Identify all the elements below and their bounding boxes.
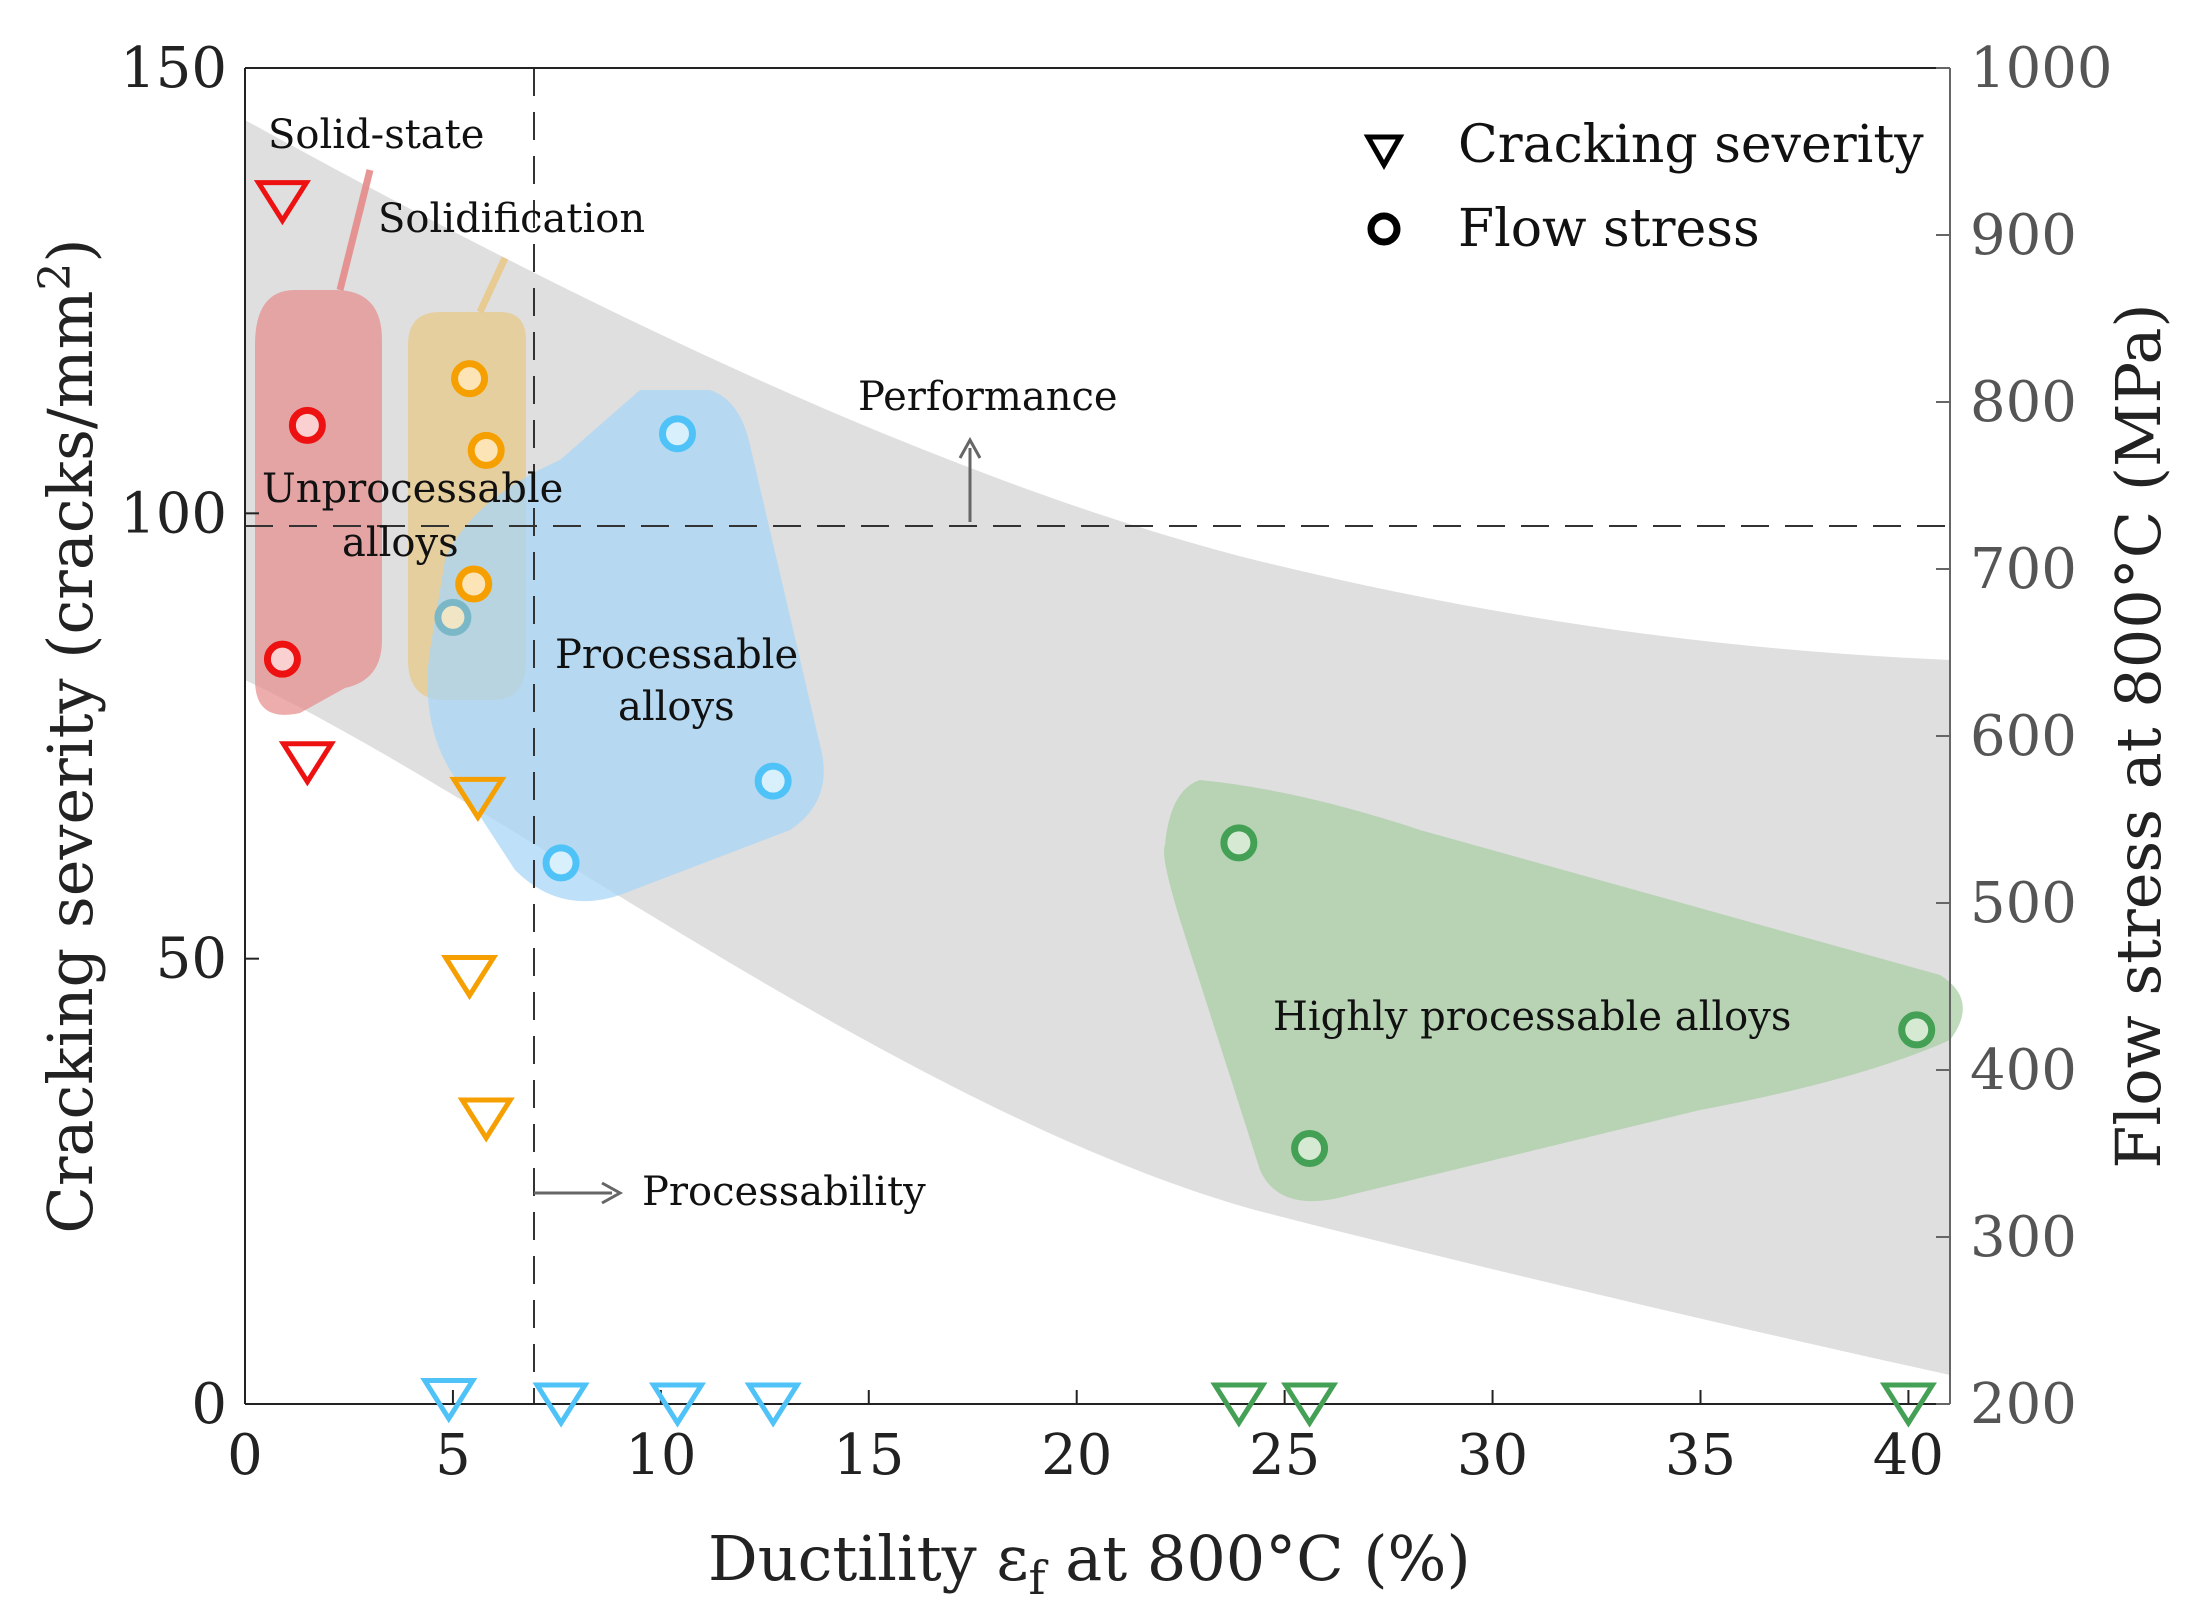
left-y-axis-label-main: Cracking severity (cracks/mm <box>34 291 107 1234</box>
x-tick-label: 20 <box>1041 1423 1112 1488</box>
flow-stress-marker <box>263 640 301 678</box>
flow-stress-marker <box>467 431 505 469</box>
cracking-severity-marker <box>1281 1382 1339 1428</box>
processability-label: Processability <box>642 1169 926 1215</box>
x-axis-label-rest: at 800°C (%) <box>1046 1522 1471 1595</box>
performance-arrowhead <box>958 436 982 459</box>
unprocessable-label-line2: alloys <box>342 520 459 566</box>
legend-label-flow-stress: Flow stress <box>1458 199 1760 259</box>
cracking-severity-marker <box>457 1097 515 1143</box>
x-tick-label: 35 <box>1665 1423 1736 1488</box>
x-tick-label: 10 <box>625 1423 696 1488</box>
flow-stress-marker <box>1898 1011 1936 1049</box>
flow-stress-marker <box>455 565 493 603</box>
left-y-axis-label-end: ) <box>34 238 107 262</box>
legend: Cracking severity Flow stress <box>1363 115 1924 259</box>
flow-stress-marker <box>754 762 792 800</box>
y-right-tick-label: 300 <box>1970 1205 2077 1270</box>
x-tick-label: 40 <box>1873 1423 1944 1488</box>
x-tick-label: 5 <box>435 1423 471 1488</box>
solid-state-region <box>255 290 382 715</box>
cracking-severity-marker <box>449 776 507 823</box>
cracking-severity-marker <box>441 954 499 1001</box>
y-left-tick-label: 50 <box>156 927 227 992</box>
flow-stress-marker <box>1291 1129 1329 1167</box>
highly-processable-label: Highly processable alloys <box>1273 994 1791 1040</box>
cracking-severity-marker <box>278 741 336 787</box>
x-tick-label: 15 <box>833 1423 904 1488</box>
cracking-severity-marker <box>253 180 311 226</box>
x-tick-label: 30 <box>1457 1423 1528 1488</box>
cracking-severity-marker <box>532 1382 590 1428</box>
x-tick-label: 0 <box>227 1423 263 1488</box>
y-right-tick-label: 400 <box>1970 1038 2077 1103</box>
processable-label-line1: Processable <box>555 632 798 678</box>
flow-stress-marker <box>451 360 489 398</box>
cracking-severity-marker <box>744 1382 802 1428</box>
performance-label: Performance <box>858 374 1118 420</box>
y-right-tick-label: 900 <box>1970 203 2077 268</box>
flow-stress-marker <box>434 598 472 636</box>
x-axis-label-sub: f <box>1029 1551 1049 1605</box>
legend-triangle-icon <box>1363 134 1405 171</box>
y-right-tick-label: 800 <box>1970 370 2077 435</box>
cracking-severity-marker <box>1879 1382 1937 1428</box>
y-right-tick-label: 600 <box>1970 704 2077 769</box>
x-axis-label: Ductility εf at 800°C (%) <box>708 1522 1471 1605</box>
unprocessable-label-line1: Unprocessable <box>262 466 563 512</box>
solidification-leader <box>476 256 509 314</box>
flow-stress-marker <box>1220 824 1258 862</box>
flow-stress-marker <box>658 415 696 453</box>
processable-region <box>427 390 824 902</box>
flow-stress-marker <box>542 844 580 882</box>
x-tick-label: 25 <box>1249 1423 1320 1488</box>
y-left-tick-label: 150 <box>120 36 227 101</box>
flow-stress-marker <box>288 406 326 444</box>
right-y-axis-label: Flow stress at 800°C (MPa) <box>2102 303 2175 1168</box>
solid-state-label: Solid-state <box>268 112 484 158</box>
solid-state-leader <box>336 169 374 291</box>
left-y-axis-label-sup: 2 <box>30 263 81 291</box>
y-right-tick-label: 700 <box>1970 537 2077 602</box>
legend-label-cracking: Cracking severity <box>1458 115 1924 175</box>
cracking-severity-marker <box>1210 1382 1268 1428</box>
y-right-tick-label: 200 <box>1970 1372 2077 1437</box>
y-left-tick-label: 0 <box>191 1372 227 1437</box>
cracking-severity-marker <box>420 1378 478 1424</box>
solidification-label: Solidification <box>378 196 645 242</box>
x-axis-label-main: Ductility ε <box>708 1522 1029 1595</box>
highly-processable-region <box>1164 780 1963 1202</box>
cracking-severity-marker <box>648 1382 707 1428</box>
y-right-tick-label: 1000 <box>1970 36 2113 101</box>
y-right-tick-label: 500 <box>1970 871 2077 936</box>
left-y-axis-label: Cracking severity (cracks/mm2) <box>30 238 107 1233</box>
legend-circle-icon <box>1367 212 1401 246</box>
y-left-tick-label: 100 <box>120 481 227 546</box>
processability-arrowhead <box>601 1181 624 1205</box>
processable-label-line2: alloys <box>618 684 735 730</box>
